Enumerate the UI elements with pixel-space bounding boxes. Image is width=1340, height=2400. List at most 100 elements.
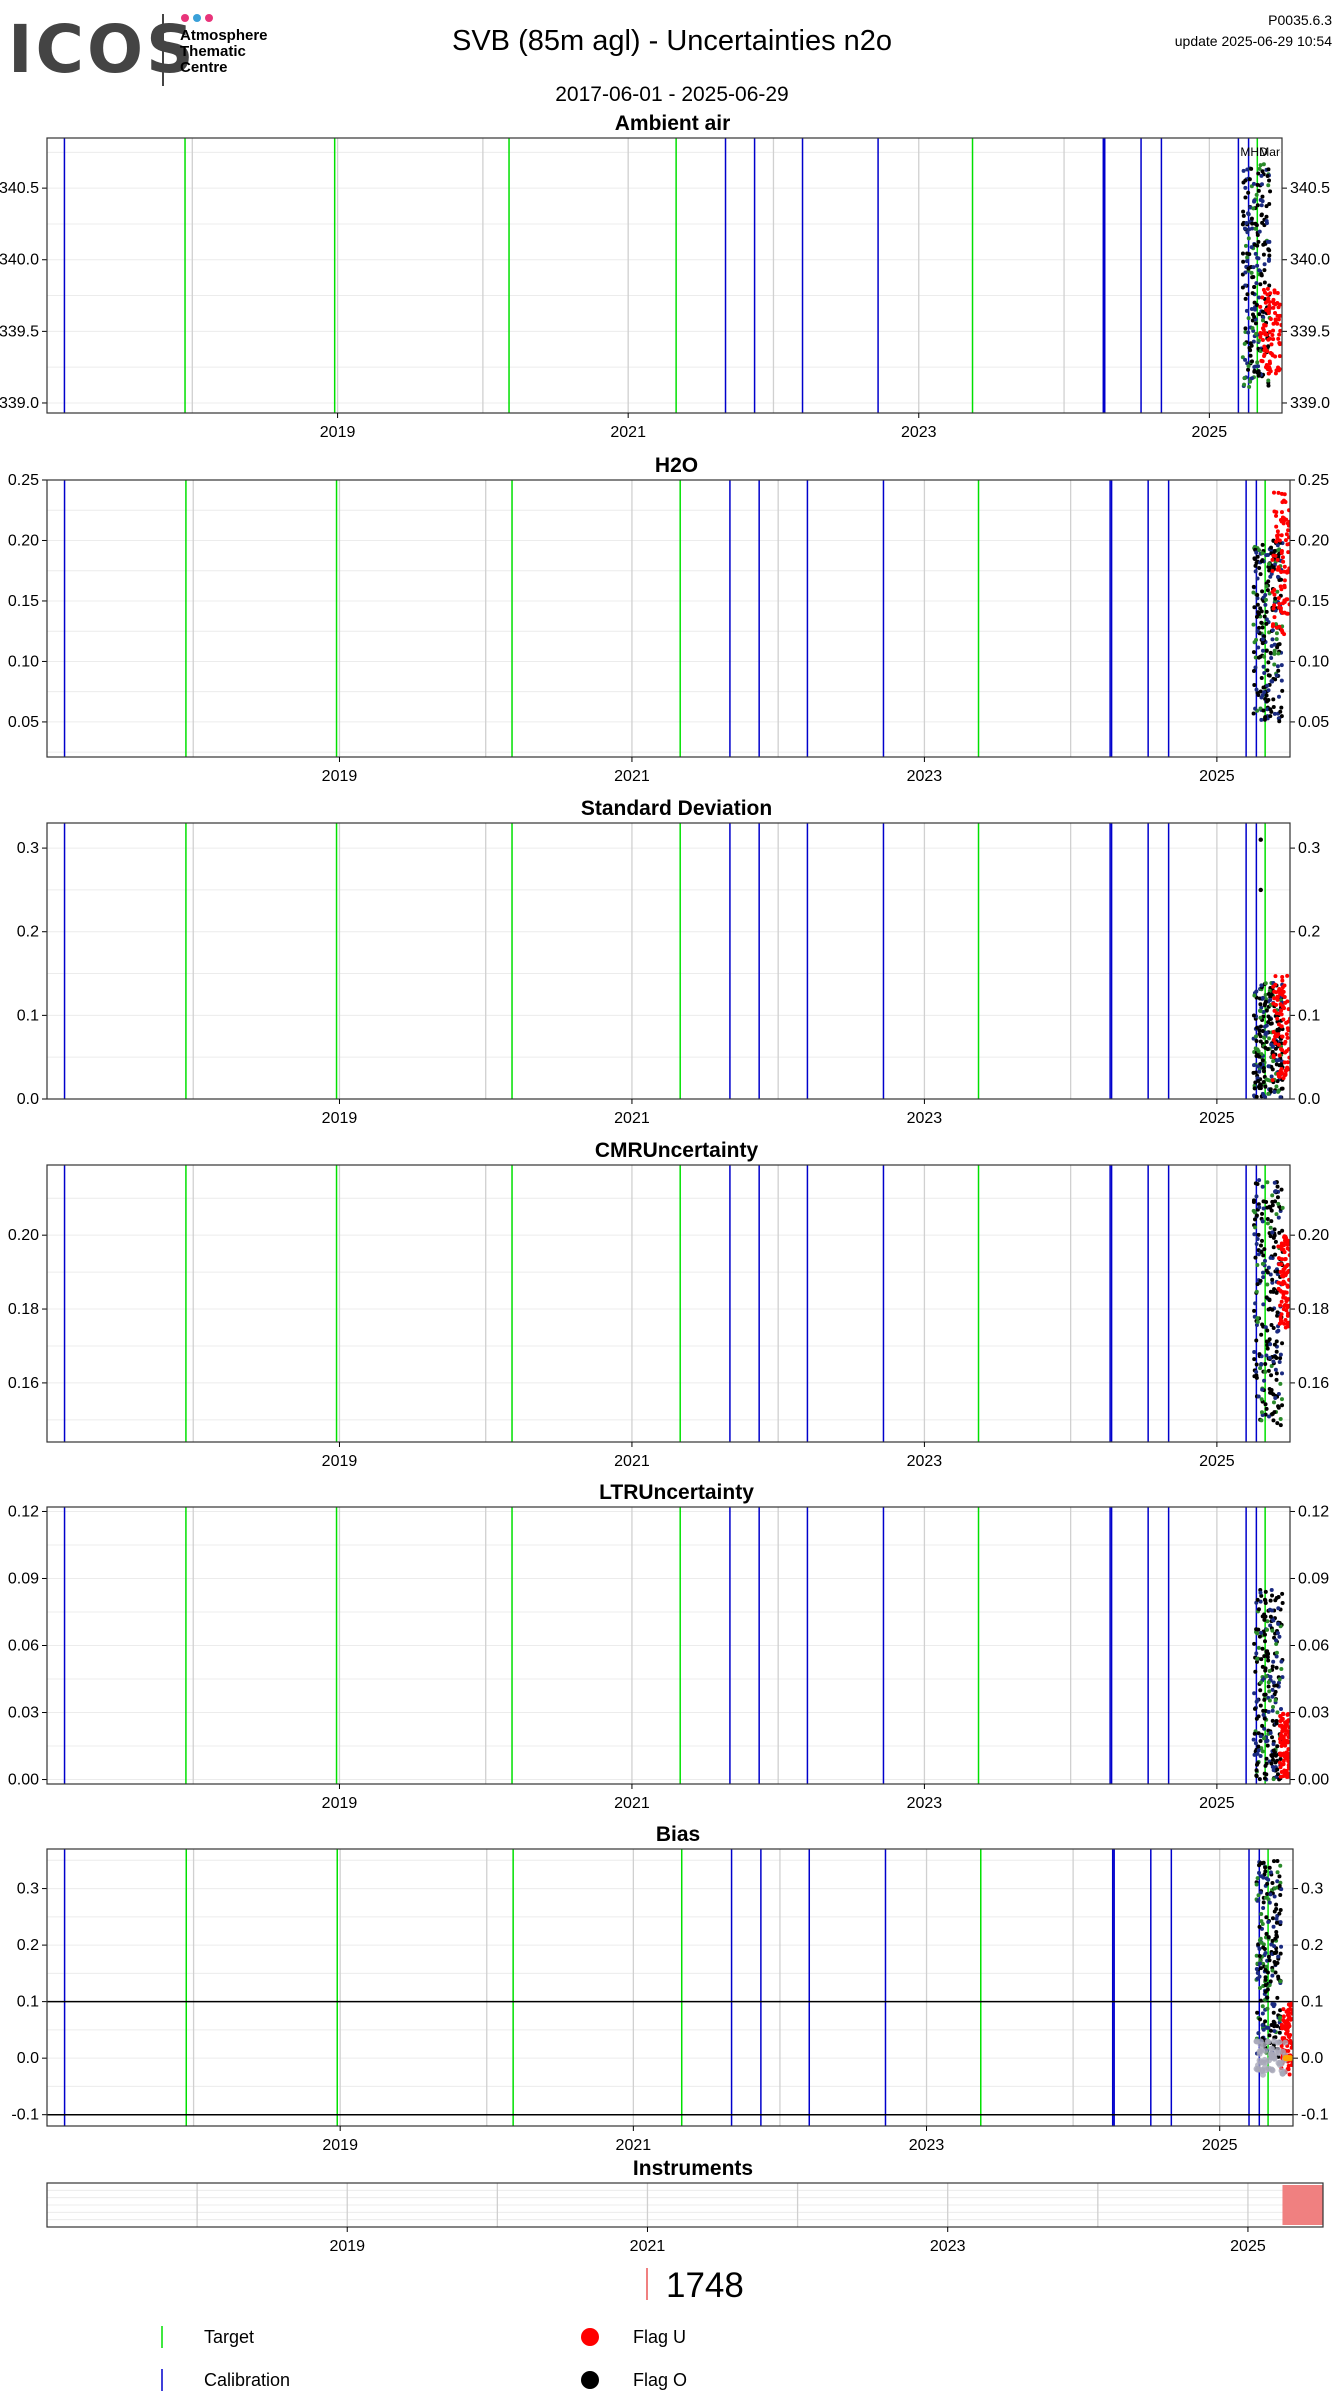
flag-o-point xyxy=(1255,1236,1260,1241)
flag-u-point xyxy=(1263,346,1268,351)
flag-o-point xyxy=(1266,1020,1271,1025)
flag-o-point xyxy=(1270,679,1275,684)
flag-u-point xyxy=(1266,311,1271,316)
flag-o-point xyxy=(1265,1180,1270,1185)
flag-o-point xyxy=(1261,1199,1266,1204)
flag-u-point xyxy=(1273,371,1278,376)
flag-o-point xyxy=(1267,283,1272,288)
flag-o-point xyxy=(1259,1874,1264,1879)
x-tick-label: 2025 xyxy=(1199,1110,1235,1127)
flag-o-point xyxy=(1261,315,1266,320)
flag-o-point xyxy=(1259,1912,1264,1917)
flag-o-point xyxy=(1261,162,1266,167)
flag-u-point xyxy=(1286,1735,1290,1740)
flag-o-point xyxy=(1261,1066,1266,1071)
flag-u-point xyxy=(1281,1758,1286,1763)
flag-u-point xyxy=(1281,1274,1286,1279)
y-tick-label-right: 339.0 xyxy=(1290,395,1330,412)
flag-o-point xyxy=(1253,1255,1258,1260)
y-tick-label-right: 0.09 xyxy=(1298,1570,1329,1587)
flag-o-point xyxy=(1272,2029,1277,2034)
flag-o-point xyxy=(1273,1239,1278,1244)
flag-u-point xyxy=(1281,1711,1286,1716)
flag-o-point xyxy=(1275,1184,1280,1189)
flag-o-point xyxy=(1271,1777,1276,1782)
flag-u-point xyxy=(1281,1740,1286,1745)
flag-o-point xyxy=(1272,711,1277,716)
flag-o-point xyxy=(1256,1252,1261,1257)
flag-o-point xyxy=(1273,1354,1278,1359)
flag-o-point xyxy=(1245,230,1250,235)
flag-u-point xyxy=(1285,1739,1290,1744)
flag-o-point xyxy=(1257,1985,1262,1990)
flag-o-point xyxy=(1273,1936,1278,1941)
flag-u-point xyxy=(1278,1740,1283,1745)
flag-o-point xyxy=(1271,705,1276,710)
flag-u-point xyxy=(1278,606,1283,611)
bias-gray-point xyxy=(1260,2071,1267,2078)
flag-u-point xyxy=(1271,1038,1276,1043)
flag-u-point xyxy=(1286,1007,1290,1012)
y-tick-label-left: 340.0 xyxy=(0,252,39,269)
flag-o-point xyxy=(1258,198,1263,203)
flag-o-point xyxy=(1257,1028,1262,1033)
flag-u-point xyxy=(1260,326,1265,331)
flag-o-point xyxy=(1251,1013,1256,1018)
flag-u-point xyxy=(1260,359,1265,364)
flag-o-point xyxy=(1269,1753,1274,1758)
flag-o-point xyxy=(1263,1045,1268,1050)
flag-u-point xyxy=(1272,592,1277,597)
flag-o-point xyxy=(1266,258,1271,263)
flag-u-point xyxy=(1283,1732,1288,1737)
flag-o-point xyxy=(1257,229,1262,234)
flag-o-point xyxy=(1263,1412,1268,1417)
flag-o-point xyxy=(1273,1962,1278,1967)
flag-o-point xyxy=(1279,1887,1284,1892)
flag-o-point xyxy=(1245,251,1250,256)
flag-o-point xyxy=(1260,1322,1265,1327)
flag-o-point xyxy=(1265,1216,1270,1221)
flag-o-point xyxy=(1274,1377,1279,1382)
flag-u-point xyxy=(1277,1074,1282,1079)
flag-u-point xyxy=(1287,2011,1292,2016)
flag-o-point xyxy=(1270,1193,1275,1198)
bias-gray-point xyxy=(1277,2059,1284,2066)
flag-o-point xyxy=(1258,1243,1263,1248)
flag-o-point xyxy=(1265,1627,1270,1632)
flag-u-point xyxy=(1276,1244,1281,1249)
flag-o-point xyxy=(1266,1709,1271,1714)
flag-o-point xyxy=(1255,1047,1260,1052)
flag-u-point xyxy=(1270,1078,1275,1083)
flag-o-point xyxy=(1253,221,1258,226)
y-tick-label-left: 0.03 xyxy=(8,1705,39,1722)
flag-o-point xyxy=(1259,983,1264,988)
flag-o-point xyxy=(1265,1892,1270,1897)
flag-o-point xyxy=(1264,693,1269,698)
flag-o-point xyxy=(1279,663,1284,668)
flag-u-point xyxy=(1271,328,1276,333)
flag-o-point xyxy=(1243,195,1248,200)
flag-o-point xyxy=(1266,1954,1271,1959)
flag-o-point xyxy=(1259,675,1264,680)
y-tick-label-left: 0.18 xyxy=(8,1301,39,1318)
flag-o-point xyxy=(1266,1091,1271,1096)
x-tick-label: 2019 xyxy=(329,2238,365,2255)
flag-o-point xyxy=(1255,233,1260,238)
flag-o-point xyxy=(1271,1245,1276,1250)
flag-o-point xyxy=(1266,660,1271,665)
flag-u-point xyxy=(1279,1319,1284,1324)
flag-o-point xyxy=(1254,1627,1259,1632)
flag-o-point xyxy=(1277,1911,1282,1916)
flag-o-point xyxy=(1255,1976,1260,1981)
flag-o-point xyxy=(1270,1049,1275,1054)
flag-o-point xyxy=(1260,625,1265,630)
flag-u-point xyxy=(1282,1281,1287,1286)
bias-gray-point xyxy=(1282,2039,1289,2046)
y-tick-label-right: 0.16 xyxy=(1298,1375,1329,1392)
flag-u-point xyxy=(1282,1060,1287,1065)
flag-o-point xyxy=(1271,2010,1276,2015)
flag-o-point xyxy=(1256,1645,1261,1650)
flag-o-point xyxy=(1267,1355,1272,1360)
flag-u-point xyxy=(1271,553,1276,558)
flag-o-point xyxy=(1251,711,1256,716)
